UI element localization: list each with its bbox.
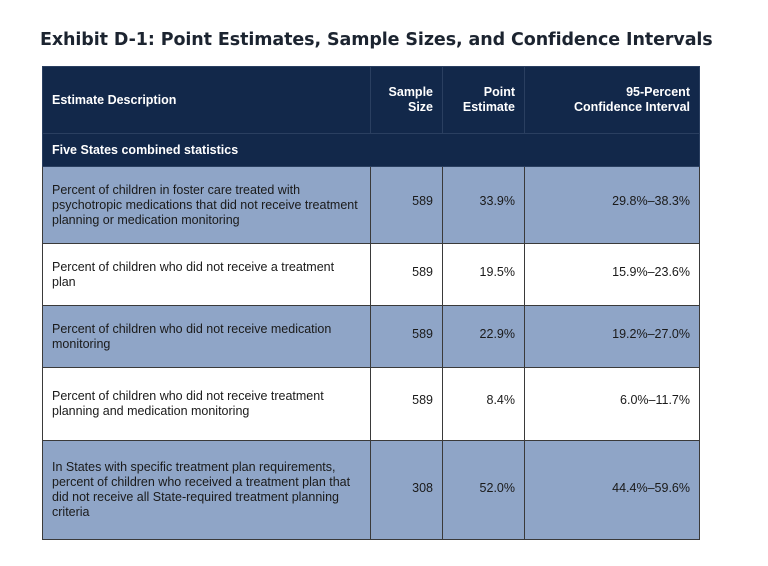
- row-confidence-interval: 6.0%–11.7%: [524, 367, 700, 441]
- row-point-estimate: 22.9%: [442, 305, 525, 368]
- row-confidence-interval: 19.2%–27.0%: [524, 305, 700, 368]
- table-header-row: Estimate Description Sample Size Point E…: [42, 66, 700, 134]
- exhibit-title: Exhibit D-1: Point Estimates, Sample Siz…: [40, 30, 713, 50]
- header-estimate-description: Estimate Description: [42, 66, 371, 134]
- row-point-estimate: 19.5%: [442, 243, 525, 306]
- row-description: Percent of children who did not receive …: [42, 367, 371, 441]
- row-point-estimate: 33.9%: [442, 166, 525, 244]
- group-header-row: Five States combined statistics: [42, 133, 700, 167]
- header-sample-size: Sample Size: [370, 66, 443, 134]
- row-sample-size: 589: [370, 367, 443, 441]
- table-row: Percent of children who did not receive …: [42, 305, 700, 368]
- header-ci-line1: 95-Percent: [626, 85, 690, 99]
- row-sample-size: 589: [370, 243, 443, 306]
- header-sample-size-line2: Size: [407, 100, 433, 114]
- row-point-estimate: 8.4%: [442, 367, 525, 441]
- row-sample-size: 589: [370, 305, 443, 368]
- header-ci-line2: Confidence Interval: [574, 100, 690, 114]
- row-confidence-interval: 15.9%–23.6%: [524, 243, 700, 306]
- header-point-estimate-line1: Point: [483, 85, 515, 99]
- row-sample-size: 308: [370, 440, 443, 540]
- row-point-estimate: 52.0%: [442, 440, 525, 540]
- table-row: Percent of children who did not receive …: [42, 243, 700, 306]
- row-description: Percent of children in foster care treat…: [42, 166, 371, 244]
- header-point-estimate: Point Estimate: [442, 66, 525, 134]
- row-confidence-interval: 44.4%–59.6%: [524, 440, 700, 540]
- group-label: Five States combined statistics: [42, 133, 700, 167]
- row-description: Percent of children who did not receive …: [42, 305, 371, 368]
- row-description: In States with specific treatment plan r…: [42, 440, 371, 540]
- row-confidence-interval: 29.8%–38.3%: [524, 166, 700, 244]
- table-row: Percent of children in foster care treat…: [42, 166, 700, 244]
- row-description: Percent of children who did not receive …: [42, 243, 371, 306]
- table-row: Percent of children who did not receive …: [42, 367, 700, 441]
- header-sample-size-line1: Sample: [388, 85, 433, 99]
- row-sample-size: 589: [370, 166, 443, 244]
- table-row: In States with specific treatment plan r…: [42, 440, 700, 540]
- header-point-estimate-line2: Estimate: [462, 100, 515, 114]
- estimates-table: Estimate Description Sample Size Point E…: [42, 66, 700, 540]
- header-confidence-interval: 95-Percent Confidence Interval: [524, 66, 700, 134]
